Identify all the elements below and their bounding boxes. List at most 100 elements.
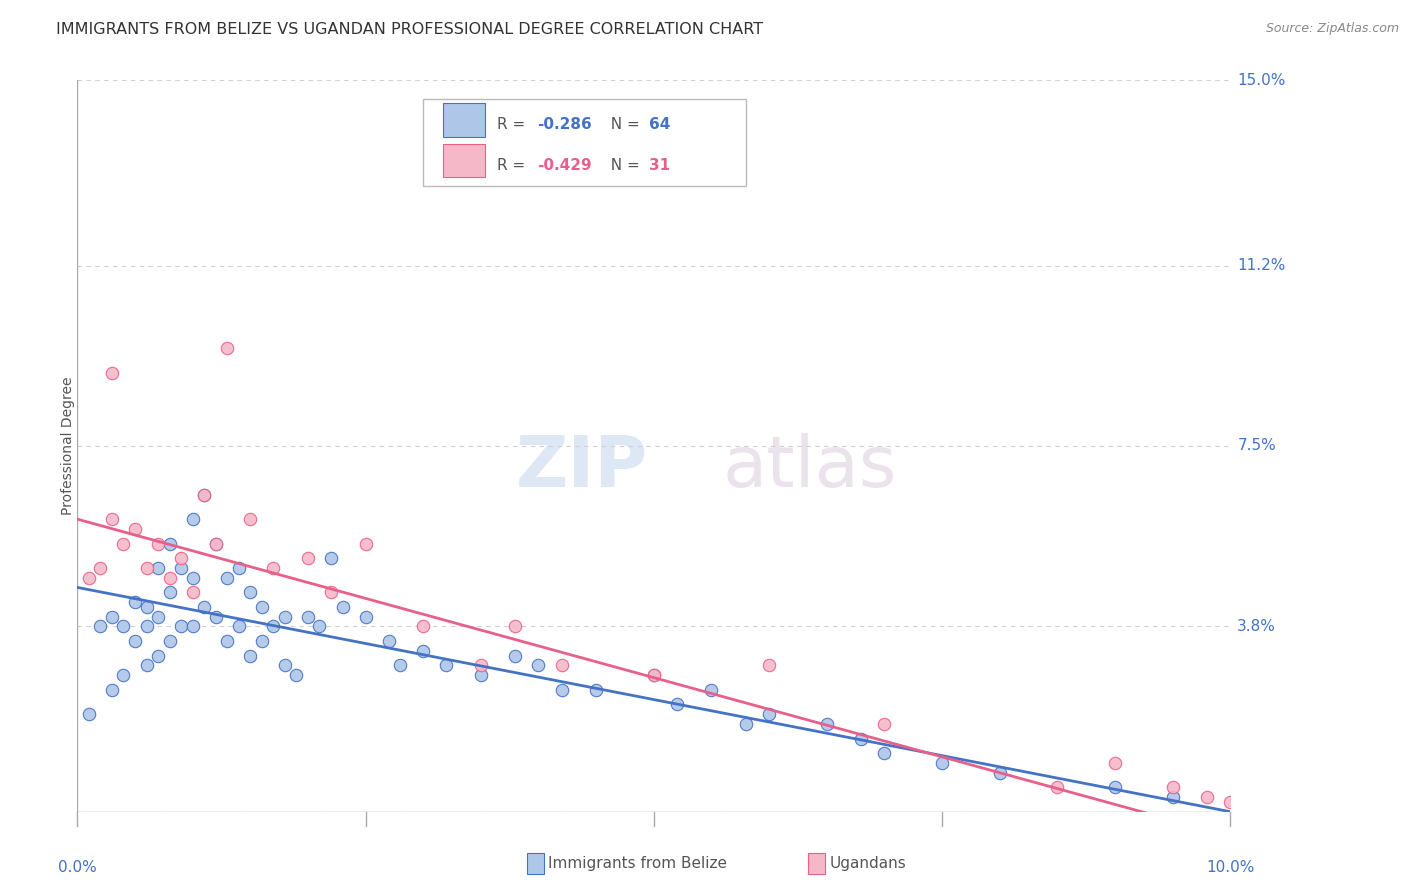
Point xyxy=(758,658,780,673)
Point xyxy=(643,668,665,682)
Point xyxy=(735,717,758,731)
Point xyxy=(124,522,146,536)
Point xyxy=(159,571,181,585)
Point xyxy=(505,619,527,633)
Point xyxy=(873,717,896,731)
Text: IMMIGRANTS FROM BELIZE VS UGANDAN PROFESSIONAL DEGREE CORRELATION CHART: IMMIGRANTS FROM BELIZE VS UGANDAN PROFES… xyxy=(56,22,763,37)
Point xyxy=(193,488,215,502)
Point xyxy=(643,668,665,682)
Text: Source: ZipAtlas.com: Source: ZipAtlas.com xyxy=(1265,22,1399,36)
Text: R =: R = xyxy=(498,158,530,173)
Point xyxy=(274,658,297,673)
Point xyxy=(297,609,319,624)
Point xyxy=(1161,790,1184,805)
Point xyxy=(217,571,239,585)
Point xyxy=(700,682,723,697)
Point xyxy=(931,756,953,770)
Text: 15.0%: 15.0% xyxy=(1237,73,1285,87)
Point xyxy=(412,644,434,658)
Point xyxy=(250,634,273,648)
Point xyxy=(146,648,169,663)
Point xyxy=(873,746,896,760)
Point xyxy=(319,585,342,599)
Point xyxy=(550,658,572,673)
Point xyxy=(217,634,239,648)
Point xyxy=(434,658,457,673)
Text: Immigrants from Belize: Immigrants from Belize xyxy=(548,856,727,871)
Point xyxy=(239,512,262,526)
Point xyxy=(204,536,226,550)
Point xyxy=(758,707,780,722)
Point xyxy=(159,585,181,599)
Text: atlas: atlas xyxy=(723,434,897,502)
Point xyxy=(354,536,377,550)
Point xyxy=(112,668,135,682)
Text: ZIP: ZIP xyxy=(516,434,648,502)
Point xyxy=(77,571,100,585)
Point xyxy=(527,658,550,673)
Point xyxy=(101,609,124,624)
Point xyxy=(239,648,262,663)
Point xyxy=(550,682,572,697)
Point xyxy=(112,536,135,550)
Text: Professional Degree: Professional Degree xyxy=(60,376,75,516)
Point xyxy=(101,682,124,697)
Point xyxy=(217,342,239,356)
Point xyxy=(181,571,204,585)
Point xyxy=(146,561,169,575)
Point xyxy=(101,512,124,526)
Point xyxy=(170,561,193,575)
Text: N =: N = xyxy=(602,158,645,173)
Point xyxy=(135,619,157,633)
Point xyxy=(297,551,319,566)
Text: 10.0%: 10.0% xyxy=(1206,861,1254,875)
Point xyxy=(77,707,100,722)
Point xyxy=(319,551,342,566)
Point xyxy=(250,599,273,614)
Point xyxy=(135,658,157,673)
Point xyxy=(89,561,111,575)
Text: 7.5%: 7.5% xyxy=(1237,439,1277,453)
Point xyxy=(181,585,204,599)
Point xyxy=(377,634,399,648)
Point xyxy=(228,619,250,633)
Point xyxy=(89,619,111,633)
Point xyxy=(412,619,434,633)
Text: -0.286: -0.286 xyxy=(537,118,592,133)
Point xyxy=(285,668,308,682)
Point xyxy=(193,488,215,502)
Point xyxy=(1104,756,1126,770)
Point xyxy=(228,561,250,575)
Point xyxy=(159,634,181,648)
Point xyxy=(159,536,181,550)
Text: Ugandans: Ugandans xyxy=(830,856,907,871)
Point xyxy=(239,585,262,599)
Point xyxy=(1197,790,1219,805)
Point xyxy=(101,366,124,380)
Point xyxy=(262,561,284,575)
Point xyxy=(354,609,377,624)
Text: 64: 64 xyxy=(650,118,671,133)
Point xyxy=(585,682,607,697)
Point xyxy=(262,619,284,633)
Point xyxy=(181,512,204,526)
Point xyxy=(124,595,146,609)
Text: R =: R = xyxy=(498,118,530,133)
Point xyxy=(1104,780,1126,795)
Point xyxy=(146,536,169,550)
Text: 3.8%: 3.8% xyxy=(1237,619,1277,634)
Point xyxy=(988,765,1011,780)
Point xyxy=(1219,795,1241,809)
Point xyxy=(665,698,688,712)
Point xyxy=(470,658,492,673)
Point xyxy=(170,551,193,566)
Point xyxy=(1161,780,1184,795)
Point xyxy=(274,609,297,624)
Point xyxy=(193,599,215,614)
Text: 0.0%: 0.0% xyxy=(58,861,97,875)
Point xyxy=(332,599,354,614)
Point xyxy=(389,658,412,673)
Text: -0.429: -0.429 xyxy=(537,158,592,173)
Text: 31: 31 xyxy=(650,158,671,173)
Point xyxy=(112,619,135,633)
